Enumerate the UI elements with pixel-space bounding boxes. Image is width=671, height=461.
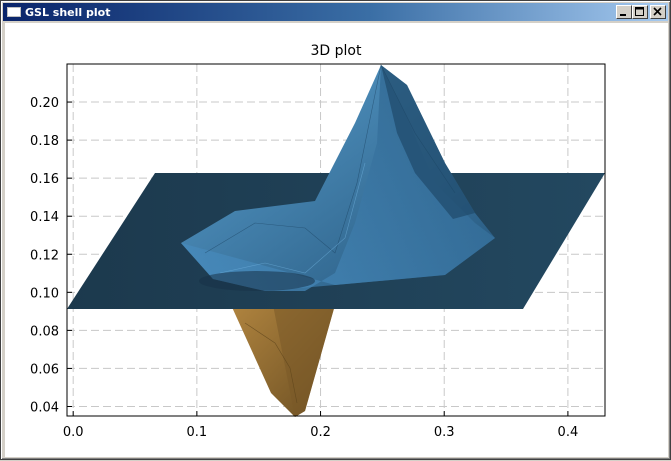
x-tick-label: 0.0 (63, 425, 84, 440)
y-axis-ticks: 0.04 0.06 0.08 0.10 0.12 0.14 0.16 0.18 0.20 (30, 96, 72, 415)
minimize-button[interactable] (616, 5, 632, 19)
y-tick-label: 0.20 (30, 96, 59, 111)
x-tick-label: 0.4 (558, 425, 579, 440)
y-tick-label: 0.10 (30, 286, 59, 301)
positive-lobe-facets (204, 64, 456, 254)
y-tick-label: 0.06 (30, 362, 59, 377)
x-tick-label: 0.1 (187, 425, 208, 440)
y-tick-label: 0.12 (30, 248, 59, 263)
dip-shadow (199, 271, 315, 291)
x-tick-label: 0.3 (434, 425, 455, 440)
close-icon (653, 7, 662, 16)
maximize-icon (635, 7, 644, 16)
positive-lobe-ridge (381, 65, 475, 219)
positive-lobe-facets-2 (219, 162, 366, 274)
x-axis-ticks: 0.0 0.1 0.2 0.3 0.4 (63, 411, 578, 440)
y-tick-label: 0.18 (30, 134, 59, 149)
plot-svg: 3D plot 0.0 0.1 0.2 0.3 0. (30, 43, 606, 440)
maximize-button[interactable] (632, 5, 648, 19)
plot-canvas: 3D plot 0.0 0.1 0.2 0.3 0. (5, 23, 668, 457)
negative-lobe-shade (273, 305, 335, 417)
surface-plot (67, 64, 605, 417)
y-tick-label: 0.04 (30, 400, 59, 415)
window-title: GSL shell plot (25, 5, 111, 19)
window-icon (7, 7, 21, 17)
y-tick-label: 0.08 (30, 324, 59, 339)
y-tick-label: 0.14 (30, 210, 59, 225)
close-button[interactable] (650, 5, 666, 19)
negative-lobe-facets (244, 322, 298, 404)
title-bar[interactable]: GSL shell plot (3, 3, 668, 21)
x-tick-label: 0.2 (310, 425, 331, 440)
positive-lobe-front (181, 65, 495, 291)
window-controls (616, 5, 666, 19)
minimize-icon (620, 14, 626, 16)
chart-title: 3D plot (311, 43, 362, 59)
plot-frame (66, 63, 606, 417)
y-tick-label: 0.16 (30, 172, 59, 187)
